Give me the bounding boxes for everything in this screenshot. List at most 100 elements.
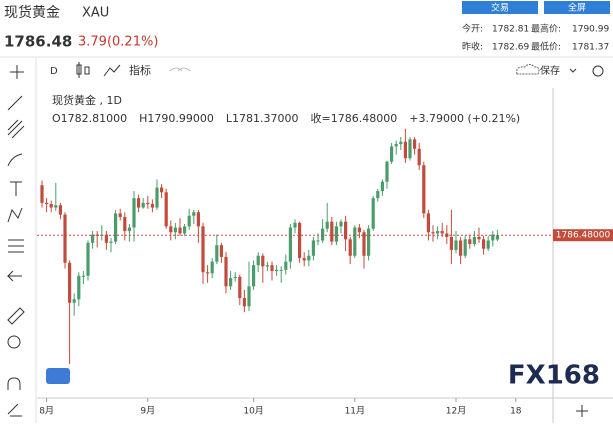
candle-body xyxy=(440,231,444,234)
candle-body xyxy=(91,234,95,243)
candle-body xyxy=(114,213,118,242)
candle-body xyxy=(219,245,223,257)
candle-body xyxy=(215,245,219,262)
trade-button[interactable] xyxy=(462,1,538,14)
save-button[interactable]: 保存 xyxy=(540,64,560,77)
candle-body xyxy=(288,227,292,262)
instrument-name: 现货黄金 xyxy=(4,4,60,21)
candle-body xyxy=(261,255,265,267)
candle-body xyxy=(426,213,430,233)
candle-body xyxy=(104,234,108,243)
candle-body xyxy=(307,255,311,261)
candle-body xyxy=(155,187,159,208)
candle-type-icon[interactable] xyxy=(76,62,90,78)
candle-body xyxy=(454,240,458,250)
candle-body xyxy=(256,255,260,266)
last-price-label: 1786.48000 xyxy=(556,231,611,241)
candle-body xyxy=(468,239,472,244)
settings-icon[interactable] xyxy=(576,405,588,417)
candle-body xyxy=(201,226,205,273)
candle-body xyxy=(173,227,177,233)
watermark: FX168 xyxy=(508,361,600,391)
candle-body xyxy=(399,141,403,145)
candle-body xyxy=(390,146,394,162)
candle-body xyxy=(141,202,145,208)
candle-body xyxy=(298,222,302,259)
candle-body xyxy=(459,240,463,256)
legend-item: +3.79000 (+0.21%) xyxy=(409,112,520,125)
candle-body xyxy=(463,239,467,256)
stat-label: 今开: xyxy=(462,23,483,35)
candle-body xyxy=(183,226,187,234)
candle-body xyxy=(242,298,246,307)
legend-item: H1790.99000 xyxy=(139,112,214,125)
candle-body xyxy=(123,216,127,232)
candle-body xyxy=(49,204,53,208)
candle-body xyxy=(491,234,495,241)
candle-body xyxy=(164,192,168,227)
candle-body xyxy=(109,241,113,243)
stat-label: 最低价: xyxy=(531,41,561,53)
undo-redo[interactable] xyxy=(169,67,191,72)
x-tick-label: 12月 xyxy=(446,406,466,417)
candle-body xyxy=(371,198,375,229)
x-tick-label: 9月 xyxy=(140,406,155,417)
x-tick-label: 10月 xyxy=(243,406,263,417)
candle-body xyxy=(436,231,440,234)
stat-value: 1781.37 xyxy=(572,43,609,53)
interval[interactable]: D xyxy=(50,66,58,77)
indicators-button[interactable]: 指标 xyxy=(129,63,151,77)
fullscreen-button[interactable] xyxy=(544,1,610,14)
candle-body xyxy=(302,258,306,261)
candle-body xyxy=(146,202,150,205)
x-tick-label: 11月 xyxy=(345,406,365,417)
candle-body xyxy=(210,261,214,274)
candle-body xyxy=(330,221,334,242)
drawing-tools[interactable] xyxy=(6,65,25,417)
candle-body xyxy=(357,227,361,233)
x-tick-label: 8月 xyxy=(39,406,54,417)
candle-body xyxy=(413,139,417,149)
trade-button-label[interactable]: 交易 xyxy=(491,2,509,14)
candle-body xyxy=(275,269,279,272)
candle-body xyxy=(270,265,274,272)
settings-icon[interactable] xyxy=(592,65,604,77)
candle-body xyxy=(482,239,486,249)
candle-body xyxy=(224,256,228,287)
candle-body xyxy=(293,222,297,228)
indicator-icon[interactable] xyxy=(103,64,121,77)
candle-body xyxy=(408,139,412,159)
stat-value: 1790.99 xyxy=(572,25,609,35)
candle-body xyxy=(339,221,343,227)
candle-body xyxy=(160,187,164,193)
candle-body xyxy=(72,299,76,303)
legend-item: L1781.37000 xyxy=(226,112,299,125)
fullscreen-button-label[interactable]: 全屏 xyxy=(568,2,586,14)
candle-body xyxy=(187,215,191,227)
candle-body xyxy=(86,242,90,276)
candle-body xyxy=(77,275,81,300)
candle-body xyxy=(192,212,196,216)
candle-body xyxy=(132,198,136,228)
price-change: 3.79(0.21%) xyxy=(78,35,158,50)
candle-body xyxy=(348,239,352,256)
candle-body xyxy=(376,191,380,199)
candle-body xyxy=(316,240,320,242)
logo xyxy=(46,368,70,384)
candle-body xyxy=(486,240,490,249)
candle-body xyxy=(118,213,122,217)
candle-body xyxy=(229,278,233,287)
candle-body xyxy=(247,286,251,307)
cloud-icon[interactable] xyxy=(516,64,540,75)
dropdown-icon[interactable] xyxy=(569,68,577,73)
candle-body xyxy=(54,205,58,208)
candle-body xyxy=(325,221,329,229)
stat-value: 1782.81 xyxy=(492,25,529,35)
instrument-symbol: XAU xyxy=(82,6,109,21)
candle-body xyxy=(431,232,435,234)
candle-body xyxy=(58,205,62,215)
candle-body xyxy=(40,185,44,203)
candle-body xyxy=(206,272,210,274)
candle-body xyxy=(150,204,154,208)
